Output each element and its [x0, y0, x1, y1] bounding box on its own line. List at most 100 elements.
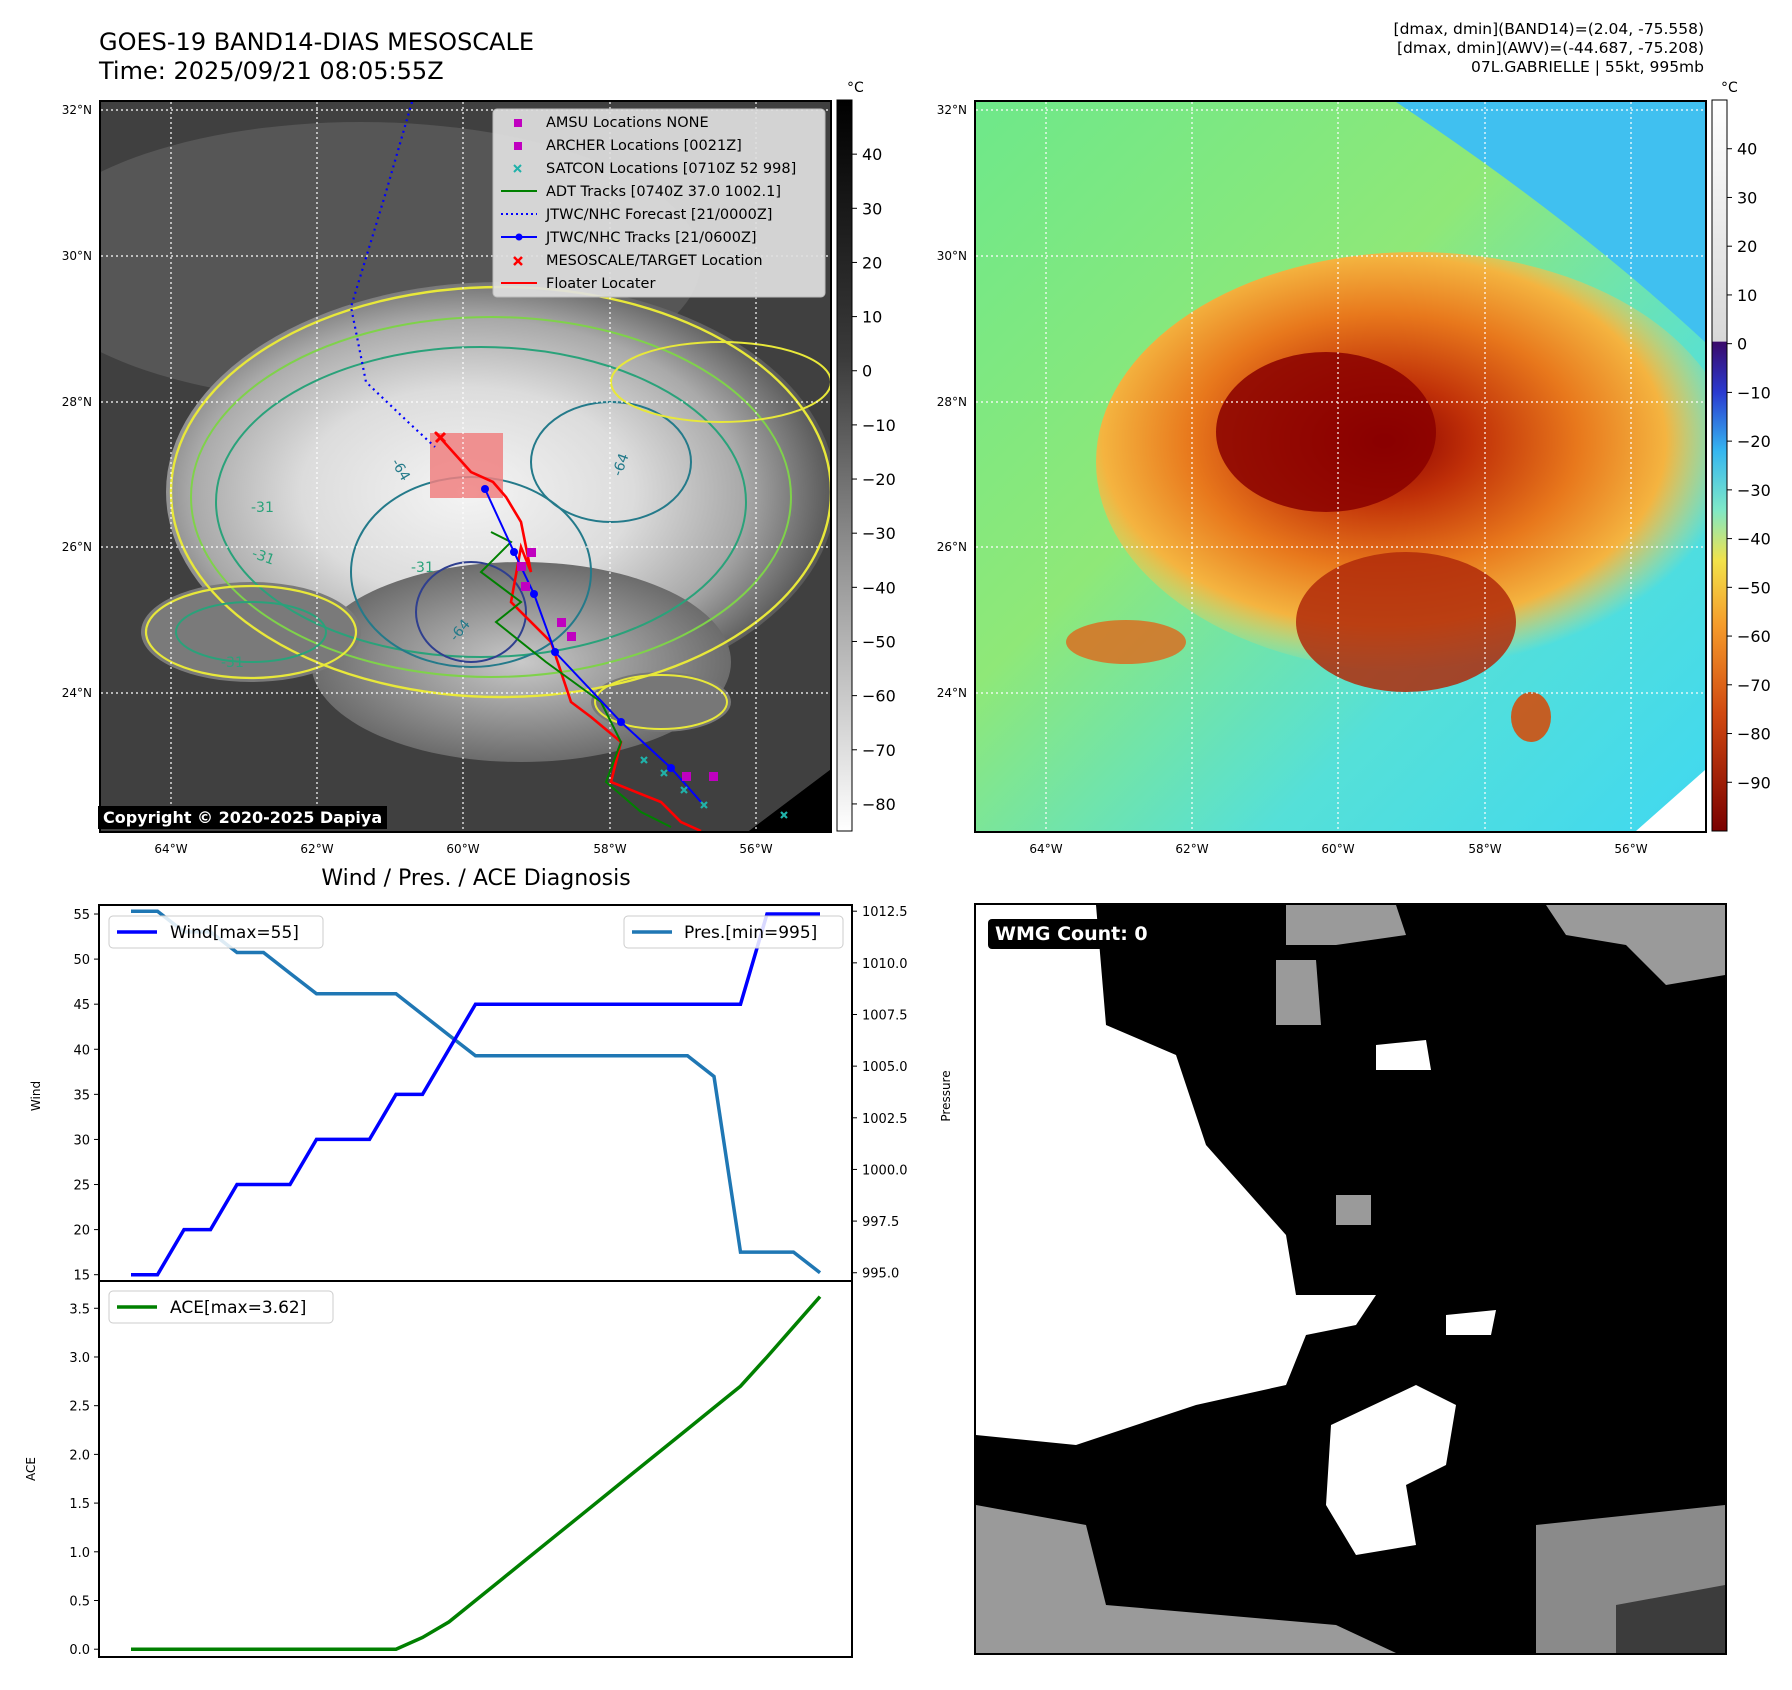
jtwc-forecast-line: [349, 102, 436, 448]
contour-label: -31: [250, 546, 277, 569]
lon-label: 62°W: [1175, 842, 1208, 856]
satcon-markers: [640, 756, 788, 819]
colorbar-tick-label: 0: [1737, 335, 1747, 354]
colorbar-tick-label: 10: [1737, 286, 1757, 305]
ir-colorbar: [836, 99, 853, 832]
lat-label: 24°N: [937, 686, 967, 700]
lon-label: 62°W: [300, 842, 333, 856]
legend-label: ADT Tracks [0740Z 37.0 1002.1]: [546, 184, 781, 200]
colorbar-tick-label: −20: [862, 470, 896, 489]
colorbar-tick-label: −80: [862, 795, 896, 814]
colorbar-tick-label: −50: [1737, 578, 1771, 597]
ace-tick-label: 1.5: [69, 1497, 90, 1512]
colorbar-tick-label: −90: [1737, 773, 1771, 792]
pressure-line: [131, 909, 822, 1275]
stats-block: [dmax, dmin](BAND14)=(2.04, -75.558) [dm…: [1394, 20, 1704, 77]
colorbar-tick-label: 30: [1737, 188, 1757, 207]
mesoscale-target-marker: [434, 431, 447, 444]
awv-colorbar-unit: °C: [1721, 80, 1738, 96]
awv-colorbar-ticks: 40 30 20 10 0 −10 −20 −30 −40 −50 −60 −70 −80 −90: [1727, 140, 1771, 792]
wind-axis-label: Wind: [29, 1081, 43, 1111]
pressure-tick-label: 995.0: [862, 1267, 899, 1282]
wind-tick-label: 55: [73, 908, 90, 923]
wmg-white-region: [976, 905, 1376, 1445]
lon-label: 64°W: [154, 842, 187, 856]
wind-legend-label: Wind[max=55]: [170, 923, 299, 943]
wind-tick-label: 30: [73, 1133, 90, 1148]
copyright-badge: Copyright © 2020-2025 Dapiya: [98, 806, 388, 829]
pressure-legend: Pres.[min=995]: [623, 915, 844, 949]
legend: AMSU Locations NONE ARCHER Locations [00…: [492, 108, 826, 298]
pressure-ticks: 1012.5 1010.0 1007.5 1005.0 1002.5 1000.0 997.…: [852, 905, 908, 1282]
target-legend-swatch: [513, 256, 523, 266]
ir-colorbar-ticks: 40 30 20 10 0 −10 −20 −30 −40 −50 −60 −70 −80: [852, 145, 896, 814]
lat-label: 26°N: [62, 540, 92, 554]
lon-label: 64°W: [1029, 842, 1062, 856]
wind-tick-label: 20: [73, 1224, 90, 1239]
colorbar-tick-label: −40: [862, 578, 896, 597]
lon-label: 56°W: [1614, 842, 1647, 856]
lat-label: 32°N: [62, 103, 92, 117]
ace-axis-label: ACE: [24, 1457, 38, 1481]
pressure-tick-label: 1005.0: [862, 1060, 908, 1075]
band14-stats: [dmax, dmin](BAND14)=(2.04, -75.558): [1393, 20, 1704, 38]
ace-tick-label: 0.0: [69, 1643, 90, 1658]
pressure-tick-label: 1007.5: [862, 1008, 908, 1023]
wind-line: [131, 912, 820, 1277]
chart-title: GOES-19 BAND14-DIAS MESOSCALE: [99, 28, 535, 56]
wind-legend: Wind[max=55]: [108, 915, 324, 949]
lon-label: 58°W: [1468, 842, 1501, 856]
ace-legend: ACE[max=3.62]: [108, 1290, 334, 1324]
colorbar-tick-label: −30: [1737, 481, 1771, 500]
colorbar-tick-label: −30: [862, 524, 896, 543]
awv-colorbar: [1711, 99, 1728, 832]
colorbar-tick-label: 20: [1737, 237, 1757, 256]
storm-info: 07L.GABRIELLE | 55kt, 995mb: [1471, 58, 1704, 76]
legend-label: SATCON Locations [0710Z 52 998]: [546, 161, 796, 177]
colorbar-tick-label: −70: [1737, 676, 1771, 695]
legend-label: Floater Locater: [546, 276, 655, 292]
chart-time: Time: 2025/09/21 08:05:55Z: [99, 57, 444, 85]
lon-label: 60°W: [446, 842, 479, 856]
ace-tick-label: 2.5: [69, 1400, 90, 1415]
ace-tick-label: 2.0: [69, 1448, 90, 1463]
lon-label: 56°W: [739, 842, 772, 856]
wind-tick-label: 50: [73, 953, 90, 968]
amsu-legend-swatch: [514, 119, 522, 127]
colorbar-tick-label: −60: [862, 687, 896, 706]
legend-label: JTWC/NHC Forecast [21/0000Z]: [545, 207, 772, 223]
wmg-count-badge: WMG Count: 0: [988, 919, 1155, 949]
wind-tick-label: 35: [73, 1088, 90, 1103]
pressure-legend-label: Pres.[min=995]: [684, 923, 817, 943]
awv-stats: [dmax, dmin](AWV)=(-44.687, -75.208): [1397, 39, 1704, 57]
colorbar-tick-label: 10: [862, 308, 882, 327]
colorbar-tick-label: −20: [1737, 432, 1771, 451]
wind-tick-label: 45: [73, 998, 90, 1013]
colorbar-tick-label: 20: [862, 253, 882, 272]
colorbar-tick-label: −60: [1737, 627, 1771, 646]
colorbar-tick-label: −10: [862, 416, 896, 435]
ir-map-svg: -64 -64 -31 -31 -31 -64 -31 AMSU Locatio…: [101, 102, 830, 831]
archer-markers: [517, 548, 718, 781]
wind-tick-label: 15: [73, 1269, 90, 1284]
colorbar-tick-label: −40: [1737, 530, 1771, 549]
wind-tick-label: 40: [73, 1043, 90, 1058]
wind-ticks: 55 50 45 40 35 30 25 20 15: [73, 908, 99, 1284]
contour-label: -31: [251, 500, 274, 516]
legend-label: ARCHER Locations [0021Z]: [546, 138, 742, 154]
colorbar-tick-label: −10: [1737, 383, 1771, 402]
ace-tick-label: 1.0: [69, 1546, 90, 1561]
adt-track: [479, 531, 672, 828]
legend-label: AMSU Locations NONE: [546, 115, 709, 131]
lat-label: 30°N: [937, 249, 967, 263]
pressure-tick-label: 1010.0: [862, 957, 908, 972]
wmg-svg: [976, 905, 1725, 1653]
pressure-tick-label: 1002.5: [862, 1112, 908, 1127]
ace-tick-label: 3.5: [69, 1302, 90, 1317]
lat-label: 24°N: [62, 686, 92, 700]
lon-label: 60°W: [1321, 842, 1354, 856]
colorbar-tick-label: −80: [1737, 725, 1771, 744]
diagnosis-title: Wind / Pres. / ACE Diagnosis: [321, 866, 630, 891]
contour-label: -31: [221, 655, 244, 671]
floater-track: [434, 431, 702, 831]
